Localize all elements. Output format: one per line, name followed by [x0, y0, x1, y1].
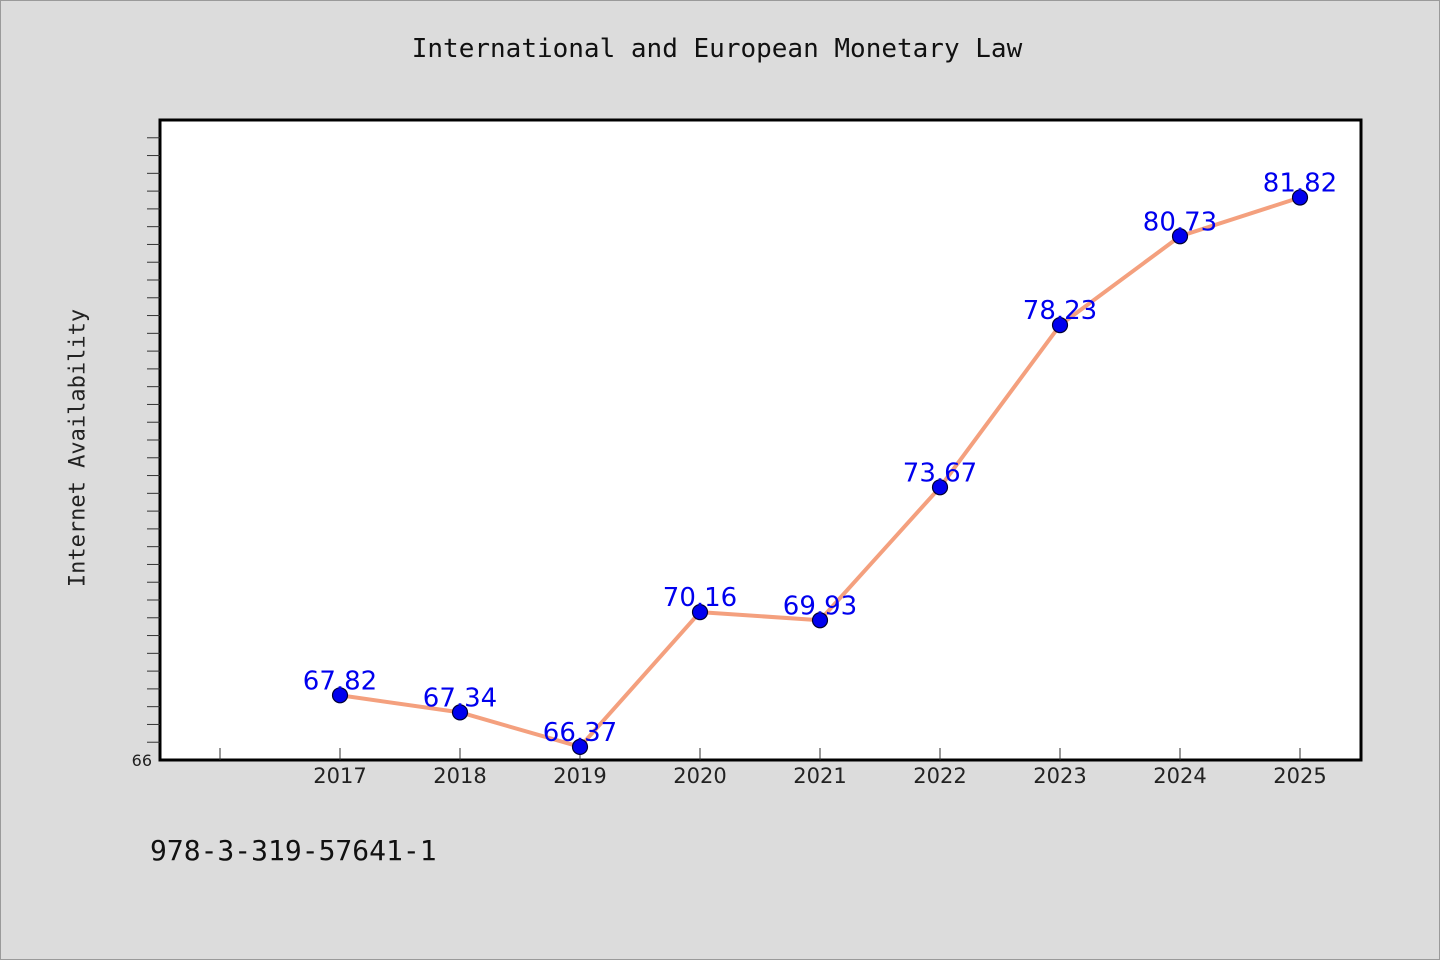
- data-point: [571, 738, 589, 755]
- data-point: [811, 612, 829, 629]
- x-tick-label: 2018: [433, 764, 486, 788]
- x-tick-label: 2019: [553, 764, 606, 788]
- x-tick-label: 2024: [1153, 764, 1206, 788]
- data-label: 69.93: [783, 591, 857, 621]
- data-label: 67.34: [423, 683, 497, 713]
- data-label: 67.82: [303, 666, 377, 696]
- data-point: [1291, 189, 1309, 206]
- x-tick-label: 2020: [673, 764, 726, 788]
- data-point: [331, 687, 349, 704]
- isbn-text: 978-3-319-57641-1: [150, 834, 437, 867]
- plot-area: [158, 118, 1363, 762]
- y-axis-ticks: 66: [132, 137, 160, 770]
- data-point: [1171, 228, 1189, 245]
- y-tick-label: 66: [132, 751, 152, 770]
- data-label: 78.23: [1023, 296, 1097, 326]
- data-point: [931, 479, 949, 496]
- data-point: [451, 704, 469, 721]
- data-point: [691, 603, 709, 621]
- series-group: 67.82 67.34 66.37 70.16 69.93 73.67 78.23 80.73…: [303, 169, 1337, 755]
- x-tick-label: 2023: [1033, 764, 1086, 788]
- x-tick-label: 2017: [313, 764, 366, 788]
- x-axis-ticks: 2017 2018 2019 2020 2021 2022 2023 2024 2025: [219, 748, 1327, 788]
- chart-title: International and European Monetary Law: [411, 34, 1023, 64]
- data-point: [1051, 317, 1069, 334]
- x-tick-label: 2025: [1273, 764, 1326, 788]
- data-label: 66.37: [543, 718, 617, 748]
- x-tick-label: 2022: [913, 764, 966, 788]
- x-tick-label: 2021: [793, 764, 846, 788]
- data-label: 73.67: [903, 458, 977, 488]
- data-label: 81.82: [1263, 169, 1337, 199]
- data-label: 80.73: [1143, 207, 1217, 237]
- data-label: 70.16: [663, 583, 737, 613]
